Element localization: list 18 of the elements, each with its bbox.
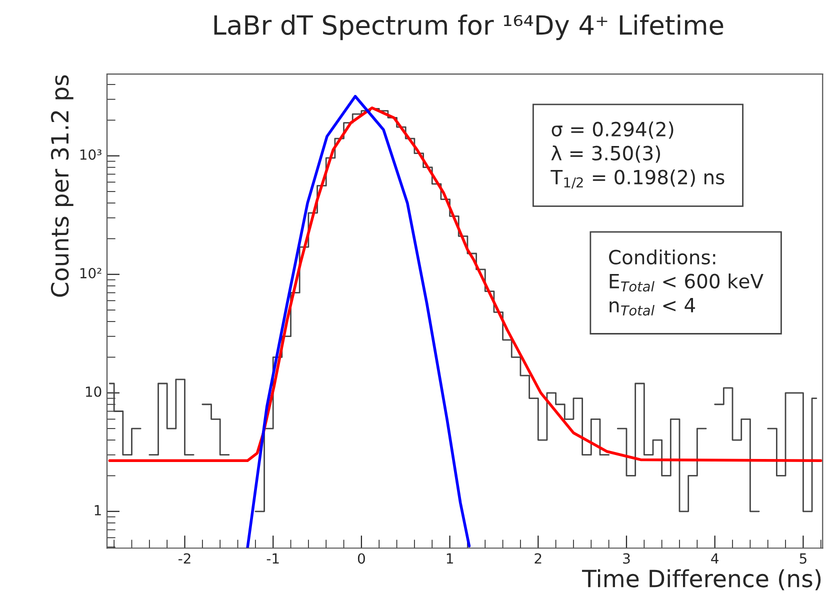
x-tick-label: 3	[623, 553, 630, 564]
x-tick-label: 4	[711, 553, 718, 564]
y-tick-label: 10²	[80, 268, 102, 278]
x-tick-label: 2	[534, 553, 542, 564]
x-tick-label: -2	[178, 553, 190, 564]
y-axis-title: Counts per 31.2 ps	[50, 75, 74, 297]
line-series	[246, 94, 471, 548]
y-tick-label: 1	[94, 505, 101, 516]
annotation: σ = 0.294(2) λ = 3.50(3) T$_{1/2}$ = 0.198(2) ns	[550, 121, 724, 189]
x-tick-label: 0	[358, 553, 365, 564]
y-tick-label: 10³	[80, 149, 102, 160]
chart-title: LaBr dT Spectrum for ¹⁶⁴Dy 4⁺ Lifetime	[214, 14, 724, 40]
text: Conditions: E$_{Total}$ < 600 keV n$_{Total}$ < 4	[609, 249, 764, 316]
x-axis-title: Time Difference (ns)	[582, 569, 821, 590]
x-tick-label: -1	[266, 553, 279, 564]
x-tick-label: 5	[800, 553, 806, 564]
y-tick-label: 10	[86, 386, 102, 397]
x-tick-label: 1	[446, 553, 453, 564]
